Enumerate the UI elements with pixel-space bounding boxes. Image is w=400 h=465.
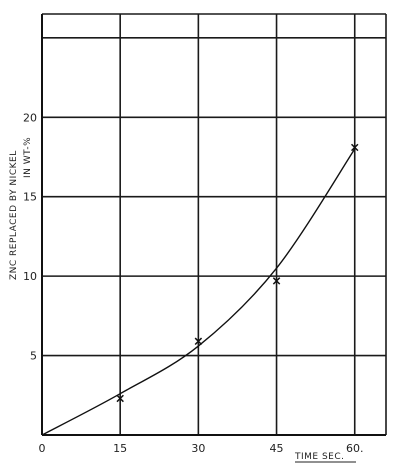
x-tick-label-30: 30 xyxy=(191,442,205,455)
y-axis-unit: IN WT-% xyxy=(23,137,33,178)
data-point-45 xyxy=(272,277,281,285)
axes xyxy=(41,14,386,436)
x-tick-label-0: 0 xyxy=(39,442,46,455)
y-tick-label-10: 10 xyxy=(23,270,37,283)
y-axis-unit-group: IN WT-% xyxy=(23,137,33,178)
grid xyxy=(42,13,387,435)
curve-layer xyxy=(41,148,356,436)
data-point-60 xyxy=(350,143,359,152)
y-tick-label-5: 5 xyxy=(30,350,37,363)
y-axis-title-group: ZNC REPLACED BY NICKEL xyxy=(9,150,19,280)
y-tick-label-15: 15 xyxy=(23,191,37,204)
fitted-curve xyxy=(41,148,356,436)
marker-layer xyxy=(116,143,359,403)
y-tick-label-20: 20 xyxy=(23,111,37,124)
data-point-15 xyxy=(116,394,124,403)
tick-labels: 0 15 30 45 60. 5 10 15 20 xyxy=(23,111,363,455)
x-axis-title: TIME SEC. xyxy=(294,452,345,462)
x-tick-label-45: 45 xyxy=(270,442,284,455)
y-axis-title: ZNC REPLACED BY NICKEL xyxy=(9,150,19,280)
x-tick-label-15: 15 xyxy=(113,442,127,455)
data-point-30 xyxy=(194,337,203,345)
x-tick-label-60: 60. xyxy=(346,442,364,455)
